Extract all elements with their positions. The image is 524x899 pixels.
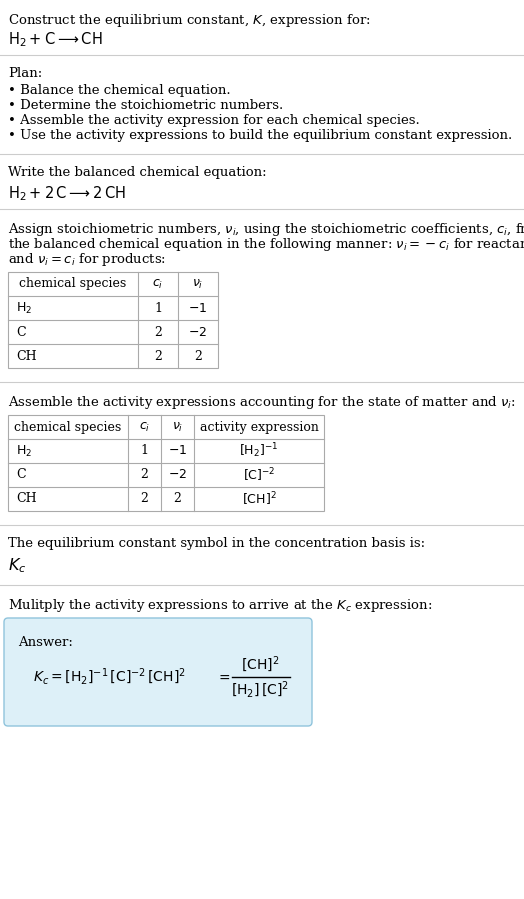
Text: Write the balanced chemical equation:: Write the balanced chemical equation: <box>8 166 267 179</box>
Text: $K_c$: $K_c$ <box>8 556 26 574</box>
Text: 2: 2 <box>140 493 148 505</box>
Text: and $\nu_i = c_i$ for products:: and $\nu_i = c_i$ for products: <box>8 251 166 268</box>
Text: $[\mathrm{C}]^{-2}$: $[\mathrm{C}]^{-2}$ <box>243 467 275 484</box>
Text: Answer:: Answer: <box>18 636 73 649</box>
Text: $[\mathrm{CH}]^2$: $[\mathrm{CH}]^2$ <box>241 654 279 674</box>
Text: • Balance the chemical equation.: • Balance the chemical equation. <box>8 84 231 97</box>
Text: 2: 2 <box>154 350 162 362</box>
Bar <box>8 415 324 511</box>
Text: Plan:: Plan: <box>8 67 42 80</box>
Text: $\mathrm{H_2}$: $\mathrm{H_2}$ <box>16 443 32 458</box>
Text: activity expression: activity expression <box>200 421 319 433</box>
Text: chemical species: chemical species <box>19 278 127 290</box>
FancyBboxPatch shape <box>4 618 312 726</box>
Text: $[\mathrm{H_2}]^{-1}$: $[\mathrm{H_2}]^{-1}$ <box>239 441 279 460</box>
Text: 2: 2 <box>140 468 148 482</box>
Text: • Assemble the activity expression for each chemical species.: • Assemble the activity expression for e… <box>8 114 420 127</box>
Text: $[\mathrm{H_2}]\,[\mathrm{C}]^2$: $[\mathrm{H_2}]\,[\mathrm{C}]^2$ <box>231 680 289 700</box>
Text: Assign stoichiometric numbers, $\nu_i$, using the stoichiometric coefficients, $: Assign stoichiometric numbers, $\nu_i$, … <box>8 221 524 238</box>
Text: $-1$: $-1$ <box>168 444 187 458</box>
Text: chemical species: chemical species <box>14 421 122 433</box>
Text: • Use the activity expressions to build the equilibrium constant expression.: • Use the activity expressions to build … <box>8 129 512 142</box>
Text: 2: 2 <box>194 350 202 362</box>
Text: 1: 1 <box>140 444 148 458</box>
Text: $\mathrm{H_2 + C \longrightarrow CH}$: $\mathrm{H_2 + C \longrightarrow CH}$ <box>8 30 103 49</box>
Text: Assemble the activity expressions accounting for the state of matter and $\nu_i$: Assemble the activity expressions accoun… <box>8 394 516 411</box>
Text: $[\mathrm{CH}]^{2}$: $[\mathrm{CH}]^{2}$ <box>242 490 276 508</box>
Text: CH: CH <box>16 493 37 505</box>
Text: $\nu_i$: $\nu_i$ <box>192 278 204 290</box>
Text: $=$: $=$ <box>216 670 231 684</box>
Text: C: C <box>16 325 26 339</box>
Text: CH: CH <box>16 350 37 362</box>
Text: 2: 2 <box>173 493 181 505</box>
Text: $\mathrm{H_2}$: $\mathrm{H_2}$ <box>16 300 32 316</box>
Text: The equilibrium constant symbol in the concentration basis is:: The equilibrium constant symbol in the c… <box>8 537 425 550</box>
Text: $-2$: $-2$ <box>168 468 187 482</box>
Text: $-1$: $-1$ <box>189 301 208 315</box>
Text: Construct the equilibrium constant, $K$, expression for:: Construct the equilibrium constant, $K$,… <box>8 12 370 29</box>
Text: the balanced chemical equation in the following manner: $\nu_i = -c_i$ for react: the balanced chemical equation in the fo… <box>8 236 524 253</box>
Text: $c_i$: $c_i$ <box>152 278 163 290</box>
Text: $K_c = [\mathrm{H_2}]^{-1}\,[\mathrm{C}]^{-2}\,[\mathrm{CH}]^{2}$: $K_c = [\mathrm{H_2}]^{-1}\,[\mathrm{C}]… <box>33 667 186 687</box>
Bar <box>8 272 218 368</box>
Text: C: C <box>16 468 26 482</box>
Text: 2: 2 <box>154 325 162 339</box>
Text: • Determine the stoichiometric numbers.: • Determine the stoichiometric numbers. <box>8 99 283 112</box>
Text: $-2$: $-2$ <box>189 325 208 339</box>
Text: $\mathrm{H_2 + 2\,C \longrightarrow 2\,CH}$: $\mathrm{H_2 + 2\,C \longrightarrow 2\,C… <box>8 184 126 202</box>
Text: Mulitply the activity expressions to arrive at the $K_c$ expression:: Mulitply the activity expressions to arr… <box>8 597 432 614</box>
Text: $\nu_i$: $\nu_i$ <box>172 421 183 433</box>
Text: 1: 1 <box>154 301 162 315</box>
Text: $c_i$: $c_i$ <box>139 421 150 433</box>
